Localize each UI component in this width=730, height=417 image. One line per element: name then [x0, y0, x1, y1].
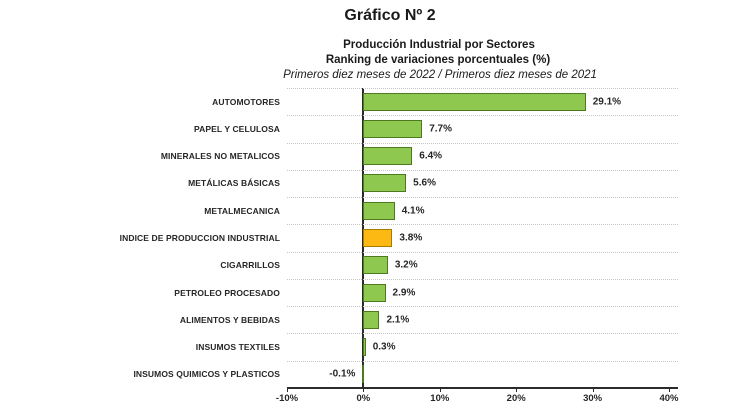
x-axis-line — [287, 387, 678, 389]
value-label: 3.8% — [399, 232, 423, 244]
x-axis-tick — [592, 388, 594, 392]
gridline — [287, 142, 678, 144]
bar — [363, 201, 395, 220]
category-label: METALMECANICA — [204, 205, 280, 216]
chart-subtitle-line2: Ranking de variaciones porcentuales (%) — [325, 54, 551, 66]
bar — [363, 283, 386, 302]
bar — [362, 365, 365, 384]
category-label: AUTOMOTORES — [212, 96, 280, 107]
gridline — [287, 88, 678, 89]
gridline — [287, 169, 678, 171]
x-axis-tick — [669, 388, 670, 392]
gridline — [287, 224, 678, 226]
value-label: 2.9% — [392, 287, 416, 299]
value-label: 29.1% — [592, 96, 622, 108]
gridline — [287, 333, 678, 335]
gridline — [287, 306, 678, 308]
bar — [363, 92, 586, 111]
category-label: PETROLEO PROCESADO — [174, 287, 280, 298]
gridline — [287, 251, 678, 253]
x-axis-tick — [516, 388, 518, 392]
gridline — [287, 197, 678, 199]
bar — [363, 119, 423, 138]
value-label: 7.7% — [429, 123, 453, 135]
bar-highlight — [363, 229, 393, 247]
x-axis-tick-label: 20% — [506, 393, 526, 404]
chart-subtitle-line1: Producción Industrial por Sectores — [343, 39, 535, 51]
value-label: -0.1% — [329, 368, 356, 380]
bar-chart-plot-area: 29.1% 7.7% 6.4% 5.6% 4.1% 3.8% 3.2% 2.9% 2.1% 0.3… — [287, 88, 678, 392]
value-label: 4.1% — [401, 205, 425, 217]
category-label: INSUMOS QUIMICOS Y PLASTICOS — [133, 369, 280, 380]
x-axis-tick-label: -10% — [275, 393, 299, 404]
x-axis-tick — [439, 388, 441, 392]
x-axis-tick-label: 30% — [583, 393, 603, 404]
gridline — [287, 115, 678, 117]
x-axis-tick — [287, 388, 288, 392]
x-axis-tick — [363, 388, 365, 392]
value-label: 0.3% — [372, 341, 396, 353]
category-label: CIGARRILLOS — [220, 260, 280, 271]
bar — [363, 310, 380, 329]
value-label: 6.4% — [419, 150, 443, 162]
gridline — [287, 278, 678, 280]
gridline — [287, 360, 678, 362]
value-label: 5.6% — [413, 177, 436, 189]
bar — [363, 174, 407, 193]
category-label: PAPEL Y CELULOSA — [194, 123, 280, 134]
x-axis-tick-label: 10% — [430, 393, 450, 404]
category-label: MINERALES NO METALICOS — [160, 151, 280, 162]
bar — [363, 256, 388, 275]
value-label: 3.2% — [394, 259, 418, 271]
chart-period-note: Primeros diez meses de 2022 / Primeros d… — [283, 69, 597, 81]
category-label: INDICE DE PRODUCCION INDUSTRIAL — [119, 233, 280, 243]
x-axis-tick-label: 0% — [356, 393, 371, 404]
category-label: ALIMENTOS Y BEBIDAS — [179, 314, 280, 325]
chart-title: Gráfico Nº 2 — [344, 7, 436, 24]
category-label: INSUMOS TEXTILES — [195, 342, 280, 353]
bar — [363, 147, 413, 166]
bar — [363, 338, 366, 357]
x-axis-tick-label: 40% — [659, 393, 679, 404]
value-label: 2.1% — [386, 314, 410, 326]
category-label: METÁLICAS BÁSICAS — [188, 178, 280, 189]
